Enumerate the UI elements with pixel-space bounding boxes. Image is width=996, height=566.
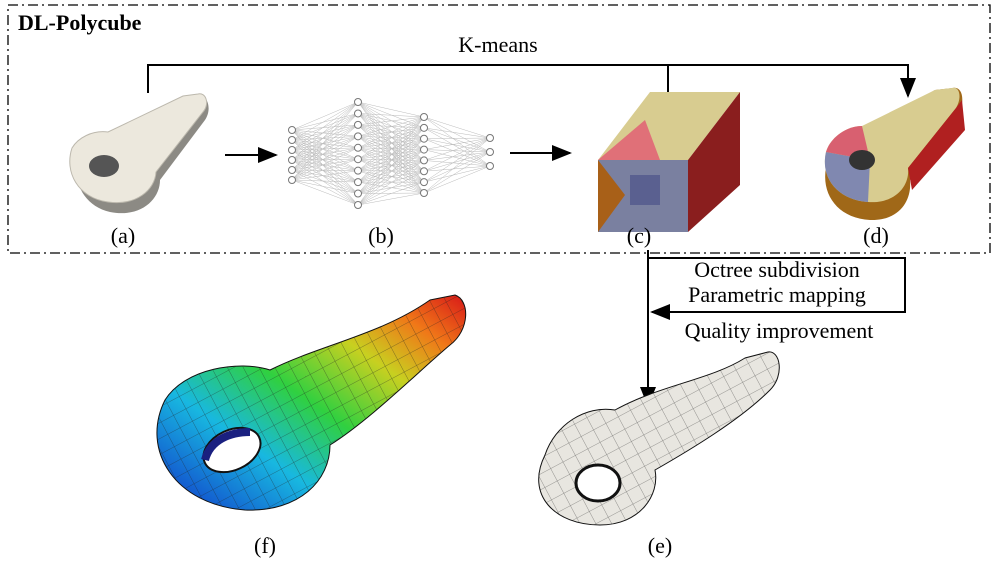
model-a: [70, 94, 209, 213]
nn-edge: [358, 117, 424, 125]
nn-node: [355, 202, 362, 209]
nn-edge: [424, 160, 490, 166]
nn-edge: [292, 102, 358, 140]
nn-edge: [424, 152, 490, 160]
nn-edge: [424, 128, 490, 138]
nn-node: [487, 135, 494, 142]
nn-node: [355, 144, 362, 151]
nn-node: [289, 127, 296, 134]
nn-edge: [358, 113, 424, 117]
nn-node: [289, 177, 296, 184]
bracket-label: K-means: [458, 32, 537, 57]
nn-edge: [424, 138, 490, 193]
model-c: [598, 92, 740, 232]
nn-node: [355, 110, 362, 117]
neural-network: [289, 99, 494, 209]
nn-node: [355, 133, 362, 140]
nn-node: [421, 168, 428, 175]
nn-node: [487, 163, 494, 170]
nn-node: [355, 179, 362, 186]
nn-node: [289, 137, 296, 144]
figure: DL-Polycube K-means (a) (b) (c) (d) Octr…: [0, 0, 996, 566]
nn-node: [421, 114, 428, 121]
nn-node: [355, 167, 362, 174]
kmeans-bracket: [148, 65, 908, 96]
nn-node: [421, 157, 428, 164]
panel-label: (a): [111, 223, 135, 248]
nn-edge: [424, 117, 490, 138]
nn-node: [355, 156, 362, 163]
nn-node: [421, 190, 428, 197]
nn-edge: [358, 102, 424, 160]
panel-label: (c): [627, 223, 651, 248]
nn-node: [421, 179, 428, 186]
step-label: Octree subdivision: [694, 257, 860, 282]
panel-label: (e): [648, 533, 672, 558]
panel-label: (f): [254, 533, 276, 558]
nn-edge: [424, 150, 490, 166]
nn-edge: [424, 152, 490, 182]
nn-edge: [292, 125, 358, 150]
nn-edge: [424, 152, 490, 193]
title: DL-Polycube: [18, 10, 142, 35]
step-label: Parametric mapping: [688, 282, 866, 307]
panel-label: (d): [863, 223, 889, 248]
nn-node: [289, 167, 296, 174]
nn-node: [487, 149, 494, 156]
nn-node: [421, 146, 428, 153]
nn-node: [355, 121, 362, 128]
nn-node: [355, 99, 362, 106]
model-d: [825, 88, 965, 220]
nn-node: [355, 190, 362, 197]
nn-node: [421, 124, 428, 131]
step-label: Quality improvement: [685, 318, 874, 343]
nn-edge: [424, 138, 490, 139]
panel-label: (b): [368, 223, 394, 248]
nn-node: [289, 147, 296, 154]
nn-node: [421, 135, 428, 142]
model-f: [157, 295, 466, 510]
model-e: [539, 352, 780, 525]
nn-node: [289, 157, 296, 164]
